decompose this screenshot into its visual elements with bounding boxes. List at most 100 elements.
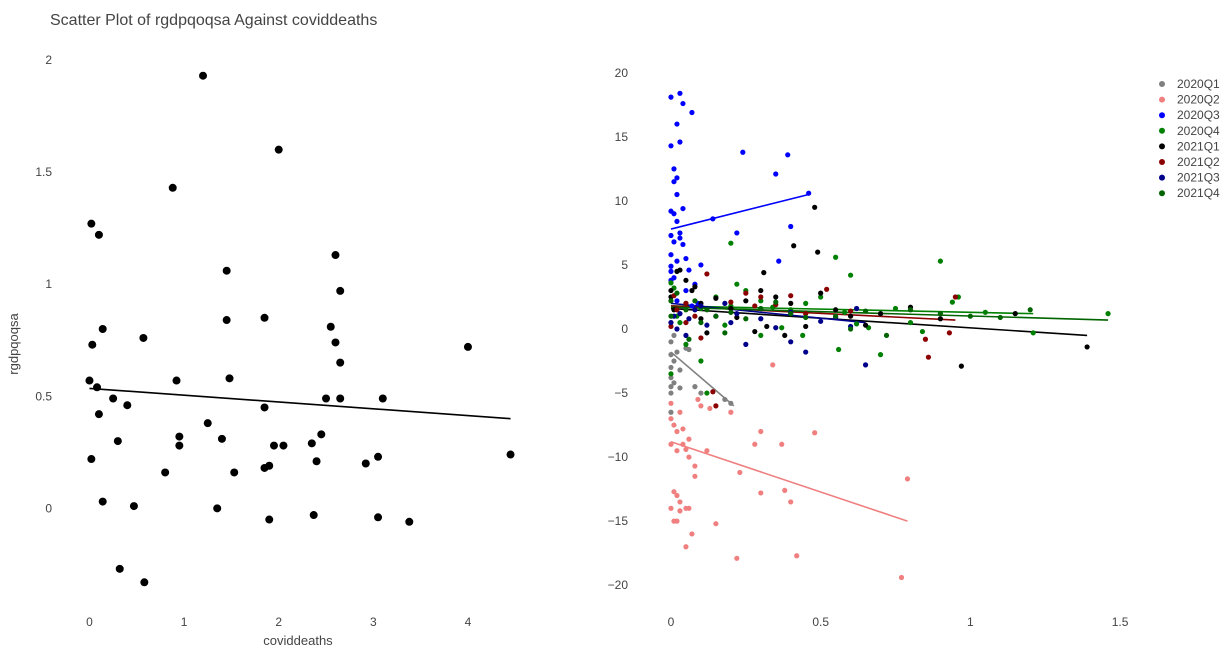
right-point-2020q3 xyxy=(674,175,680,181)
left-point-series xyxy=(172,376,181,385)
right-y-tick-label: −10 xyxy=(608,450,629,464)
left-point-series xyxy=(378,394,387,403)
right-point-2021q2 xyxy=(803,311,809,317)
right-point-2020q2 xyxy=(692,463,698,469)
right-point-2021q1 xyxy=(704,330,710,336)
right-point-2021q2 xyxy=(752,303,758,309)
left-point-series xyxy=(85,376,94,385)
right-point-2021q4 xyxy=(997,314,1003,321)
right-y-tick-labels: −20 −15 −10 −5 0 5 10 15 20 xyxy=(608,66,629,592)
right-point-2020q4 xyxy=(1105,311,1111,317)
right-point-2020q4 xyxy=(803,300,809,306)
right-point-2020q3 xyxy=(683,287,689,294)
left-point-series xyxy=(98,325,107,333)
right-point-2020q4 xyxy=(892,305,899,312)
right-point-2021q2 xyxy=(674,307,680,313)
right-point-2020q2 xyxy=(704,448,710,454)
right-point-2021q3 xyxy=(674,326,680,332)
right-point-2021q1 xyxy=(958,363,964,369)
right-point-2020q2 xyxy=(782,487,788,493)
right-point-2021q4 xyxy=(758,305,764,312)
right-point-2020q2 xyxy=(713,521,719,527)
right-point-2021q2 xyxy=(668,323,674,330)
left-point-series xyxy=(463,342,472,351)
right-point-2020q4 xyxy=(919,328,926,335)
right-point-2020q3 xyxy=(788,223,794,230)
legend-label-2020q4: 2020Q4 xyxy=(1177,124,1220,138)
right-point-2021q4 xyxy=(788,311,794,317)
right-point-2021q4 xyxy=(686,336,692,342)
left-point-series xyxy=(93,383,102,392)
left-x-tick-labels: 0 1 2 3 4 xyxy=(86,615,471,629)
right-point-2020q4 xyxy=(907,319,914,326)
right-point-2020q2 xyxy=(686,454,692,460)
right-point-2021q4 xyxy=(937,311,944,317)
left-point-series xyxy=(322,394,331,403)
right-point-2020q3 xyxy=(773,171,779,177)
left-point-series xyxy=(309,511,318,520)
left-point-series xyxy=(87,219,96,228)
right-point-2021q1 xyxy=(764,323,770,330)
right-point-2020q3 xyxy=(677,90,683,96)
right-point-2021q1 xyxy=(803,323,809,330)
right-point-2021q3 xyxy=(788,339,794,345)
right-point-2020q4 xyxy=(937,258,944,264)
right-point-2021q1 xyxy=(812,204,818,210)
right-y-tick-label: 10 xyxy=(615,194,629,208)
right-trend-line-2020q1 xyxy=(670,351,735,407)
right-point-2020q2 xyxy=(770,362,776,368)
right-point-2020q2 xyxy=(737,469,743,476)
right-point-2020q3 xyxy=(674,258,680,264)
left-point-series xyxy=(175,432,184,441)
right-point-2020q1 xyxy=(668,384,674,390)
left-point-series xyxy=(265,515,274,524)
left-point-series xyxy=(336,358,345,367)
left-x-tick-label: 3 xyxy=(370,615,377,629)
right-point-2020q2 xyxy=(686,505,692,511)
right-point-2020q3 xyxy=(674,191,680,198)
left-point-series xyxy=(506,450,515,459)
right-x-tick-label: 0.5 xyxy=(812,615,829,629)
right-point-2020q1 xyxy=(668,339,674,345)
right-point-2021q4 xyxy=(743,316,749,322)
left-point-series xyxy=(260,313,269,322)
right-point-2021q2 xyxy=(698,335,704,341)
right-point-2020q4 xyxy=(758,298,764,304)
right-point-2020q1 xyxy=(692,384,698,390)
right-point-2021q2 xyxy=(743,290,749,296)
right-point-2020q1 xyxy=(728,400,734,406)
right-point-2021q2 xyxy=(704,271,710,277)
right-point-2020q3 xyxy=(671,179,677,185)
right-point-2020q3 xyxy=(671,239,677,245)
left-point-series xyxy=(140,578,149,587)
right-point-2021q3 xyxy=(683,332,689,339)
right-trend-line-2020q3 xyxy=(670,193,809,230)
right-point-2021q1 xyxy=(734,314,740,321)
right-point-2021q1 xyxy=(782,332,788,339)
right-point-2021q4 xyxy=(668,298,674,304)
y-axis-title: rgdpqoqsa xyxy=(6,313,21,375)
right-point-2020q2 xyxy=(728,409,734,415)
right-y-tick-label: 5 xyxy=(621,258,628,272)
right-x-tick-labels: 0 0.5 1 1.5 xyxy=(668,615,1129,629)
right-point-2020q4 xyxy=(853,321,860,327)
right-point-2021q1 xyxy=(677,267,683,273)
right-point-2020q1 xyxy=(671,358,677,364)
right-point-2020q4 xyxy=(758,332,764,339)
right-point-2020q4 xyxy=(683,341,689,347)
left-point-series xyxy=(260,403,269,412)
right-point-2021q3 xyxy=(758,316,764,322)
legend-label-2021q4: 2021Q4 xyxy=(1177,186,1220,200)
right-point-2020q4 xyxy=(698,358,704,364)
right-x-tick-label: 0 xyxy=(668,615,675,629)
right-point-2020q1 xyxy=(698,390,704,396)
legend-marker-2020q4 xyxy=(1159,127,1165,134)
right-point-2021q1 xyxy=(1084,344,1090,350)
right-point-2021q2 xyxy=(824,286,830,292)
right-point-2020q2 xyxy=(674,518,680,524)
right-point-2021q4 xyxy=(907,307,914,313)
right-point-2020q4 xyxy=(677,319,683,326)
right-point-2020q2 xyxy=(680,426,686,432)
right-point-2021q4 xyxy=(713,313,719,319)
